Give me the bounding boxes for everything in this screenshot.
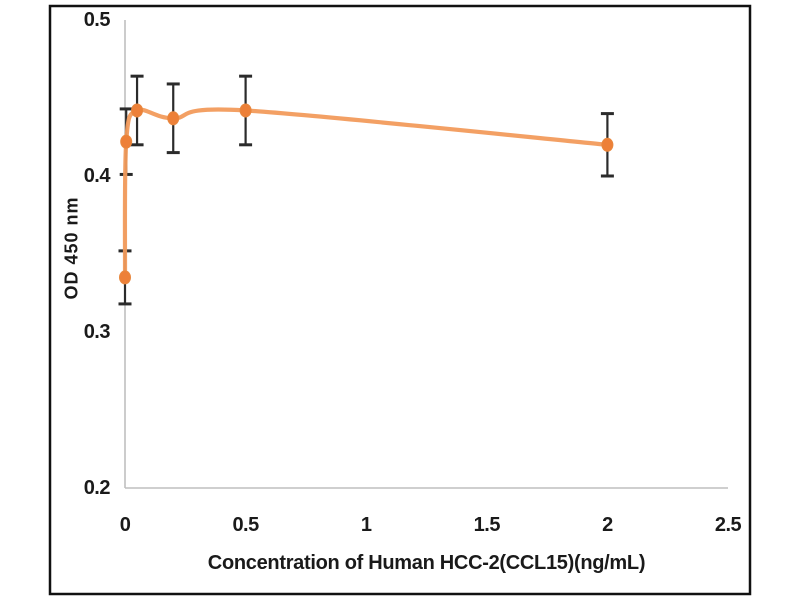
x-tick-label: 0: [119, 514, 131, 536]
x-axis-title: Concentration of Human HCC-2(CCL15)(ng/m…: [207, 552, 646, 574]
x-tick-label: 2: [602, 514, 613, 536]
data-point-marker: [239, 103, 252, 118]
data-point-marker: [131, 103, 144, 118]
y-axis-title: OD 450 nm: [61, 196, 82, 300]
x-tick-label: 1: [360, 514, 372, 536]
y-tick-label: 0.2: [83, 477, 111, 499]
series-line: [122, 107, 610, 280]
x-tick-label: 0.5: [232, 514, 259, 536]
y-tick-label: 0.3: [83, 321, 111, 343]
y-tick-label: 0.5: [83, 9, 111, 31]
data-point-marker: [601, 137, 614, 152]
x-tick-label: 1.5: [473, 514, 501, 536]
data-point-marker: [120, 134, 133, 149]
x-tick-label: 2.5: [714, 514, 742, 536]
data-point-marker: [167, 111, 180, 126]
data-point-marker: [119, 270, 131, 285]
figure-border: [48, 4, 752, 596]
y-tick-label: 0.4: [83, 165, 111, 187]
